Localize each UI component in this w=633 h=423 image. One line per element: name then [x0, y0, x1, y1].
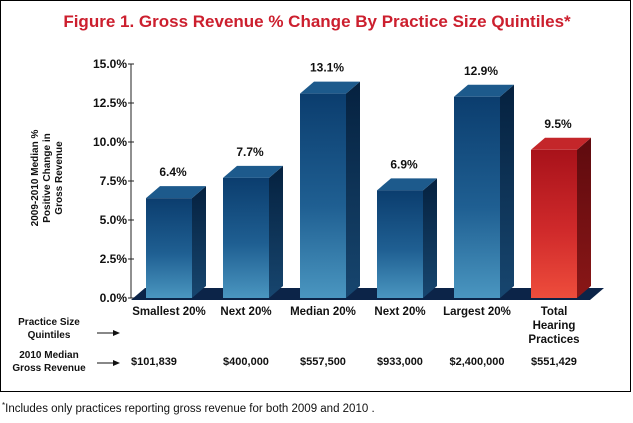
bar-value-label: 12.9% — [464, 64, 498, 78]
bar-front — [300, 93, 346, 298]
y-tick-label: 10.0% — [93, 135, 127, 149]
bar-top — [531, 137, 591, 150]
y-tick-label: 15.0% — [93, 57, 127, 71]
revenue-arrow — [97, 360, 120, 366]
bar-top — [377, 178, 437, 191]
bar-front — [377, 190, 423, 298]
bar-top — [454, 84, 514, 97]
bar-value-label: 13.1% — [310, 61, 344, 75]
bar — [146, 186, 206, 298]
y-tick-label: 2.5% — [100, 252, 128, 266]
revenue-value: $933,000 — [377, 356, 423, 368]
bar-top — [223, 165, 283, 178]
practice-size-row-label: Practice Size Quintiles — [18, 317, 80, 341]
bar-side — [423, 178, 437, 298]
bar-front — [454, 96, 500, 298]
bar-top — [146, 186, 206, 199]
footnote-text: Includes only practices reporting gross … — [5, 403, 375, 415]
bar — [377, 178, 437, 298]
y-tick-label: 7.5% — [100, 174, 128, 188]
bar — [300, 81, 360, 298]
practice-size-arrow — [97, 330, 120, 336]
bar-front — [531, 149, 577, 298]
x-category-label: Next 20% — [374, 306, 425, 318]
x-category-label: Next 20% — [220, 306, 271, 318]
bar-value-label: 7.7% — [236, 145, 264, 159]
bar-side — [346, 81, 360, 298]
revenue-value: $101,839 — [131, 356, 177, 368]
bar-chart: Figure 1. Gross Revenue % Change By Prac… — [12, 12, 604, 374]
bar — [454, 84, 514, 298]
bar-value-label: 9.5% — [544, 117, 572, 131]
x-category-label: Largest 20% — [443, 306, 511, 318]
chart-title: Figure 1. Gross Revenue % Change By Prac… — [63, 12, 571, 31]
x-category-label: Total Hearing Practices — [528, 306, 579, 346]
footnote: *Includes only practices reporting gross… — [2, 401, 375, 415]
x-category-label: Median 20% — [290, 306, 356, 318]
bar-front — [146, 198, 192, 298]
bar-value-label: 6.4% — [159, 165, 187, 179]
bar-top — [300, 81, 360, 94]
x-category-label: Smallest 20% — [132, 306, 206, 318]
bar-side — [500, 84, 514, 298]
y-tick-label: 0.0% — [100, 291, 128, 305]
revenue-value: $400,000 — [223, 356, 269, 368]
bar-side — [192, 186, 206, 298]
revenue-row-label: 2010 Median Gross Revenue — [12, 350, 86, 374]
bar-side — [269, 165, 283, 298]
footnote-marker: * — [2, 401, 6, 410]
revenue-value: $2,400,000 — [449, 356, 504, 368]
y-tick-label: 5.0% — [100, 213, 128, 227]
revenue-value: $551,429 — [531, 356, 577, 368]
bar — [531, 137, 591, 298]
bar-value-label: 6.9% — [390, 157, 418, 171]
bar-side — [577, 137, 591, 298]
bar — [223, 165, 283, 298]
y-tick-label: 12.5% — [93, 96, 127, 110]
revenue-value: $557,500 — [300, 356, 346, 368]
bar-front — [223, 177, 269, 298]
y-axis-label: 2009-2010 Median %Positive Change inGros… — [30, 130, 65, 227]
